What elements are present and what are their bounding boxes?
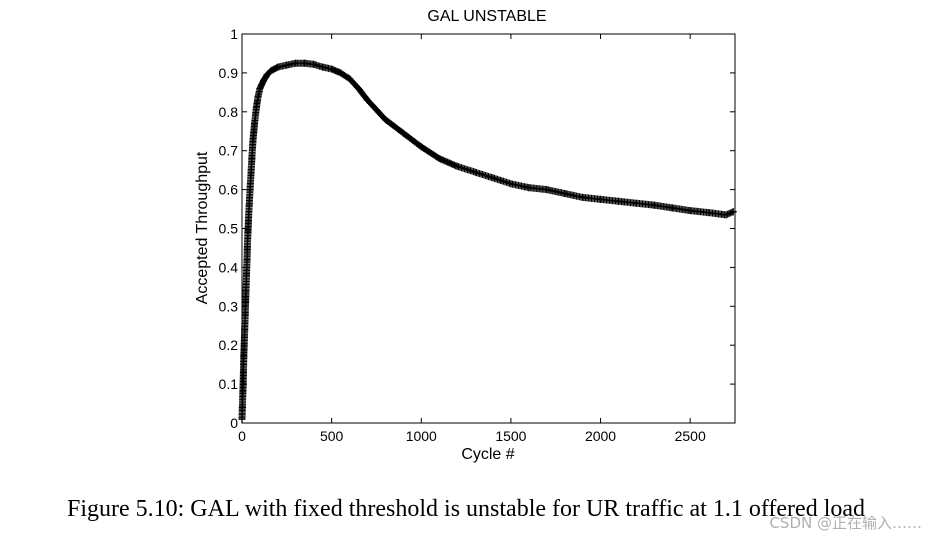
data-series xyxy=(238,59,737,423)
y-tick-label: 0.7 xyxy=(219,143,239,159)
data-point xyxy=(239,368,247,376)
data-point xyxy=(243,256,251,264)
x-tick-label: 2500 xyxy=(675,428,706,444)
data-point xyxy=(252,104,260,112)
data-point xyxy=(292,59,300,67)
chart: GAL UNSTABLE 0 500 1000 1500 2000 2500 0 0.1 0.2… xyxy=(194,8,737,463)
data-point xyxy=(247,170,255,178)
data-point xyxy=(319,63,327,71)
y-tick-label: 0.9 xyxy=(219,65,239,81)
data-point xyxy=(256,84,264,92)
data-point xyxy=(399,129,407,137)
data-point xyxy=(238,415,246,423)
data-point xyxy=(668,204,676,212)
data-point xyxy=(543,186,551,194)
x-tick-label: 1500 xyxy=(495,428,526,444)
y-tick-label: 0.5 xyxy=(219,221,239,237)
data-point xyxy=(238,403,246,411)
data-point xyxy=(248,154,256,162)
data-point xyxy=(310,60,318,68)
data-point xyxy=(355,84,363,92)
x-axis-label: Cycle # xyxy=(461,446,514,463)
tick-layer: 0 500 1000 1500 2000 2500 0 0.1 0.2 0.3 0.4 0.5 0.6 0… xyxy=(219,26,735,444)
data-point xyxy=(270,65,278,73)
y-tick-label: 0 xyxy=(230,415,238,431)
y-tick-label: 0.6 xyxy=(219,182,239,198)
data-point xyxy=(632,199,640,207)
data-point xyxy=(242,287,250,295)
data-point xyxy=(263,71,271,79)
x-tick-label: 2000 xyxy=(585,428,616,444)
data-point xyxy=(579,193,587,201)
y-tick-label: 1 xyxy=(230,26,238,42)
figure-caption: Figure 5.10: GAL with fixed threshold is… xyxy=(66,496,866,522)
y-tick-label: 0.8 xyxy=(219,104,239,120)
data-point xyxy=(251,119,259,127)
data-point xyxy=(249,139,257,147)
x-tick-label: 1000 xyxy=(406,428,437,444)
data-point xyxy=(363,96,371,104)
data-point xyxy=(650,201,658,209)
data-point xyxy=(242,271,250,279)
data-point xyxy=(597,195,605,203)
data-point xyxy=(283,61,291,69)
y-tick-label: 0.1 xyxy=(219,376,239,392)
data-point xyxy=(722,211,730,219)
y-tick-label: 0.4 xyxy=(219,259,239,275)
data-point xyxy=(243,244,251,252)
data-point xyxy=(267,67,275,75)
watermark: CSDN @正在输入…… xyxy=(769,514,922,532)
data-point xyxy=(489,174,497,182)
data-point xyxy=(246,186,254,194)
data-point xyxy=(561,189,569,197)
data-point xyxy=(254,92,262,100)
data-point xyxy=(241,310,249,318)
y-tick-label: 0.2 xyxy=(219,337,239,353)
data-point xyxy=(245,201,253,209)
y-axis-label: Accepted Throughput xyxy=(194,151,211,304)
data-point xyxy=(381,116,389,124)
data-point xyxy=(337,69,345,77)
data-point xyxy=(328,65,336,73)
series-marker-trail xyxy=(238,59,737,423)
data-point xyxy=(729,208,737,216)
x-tick-label: 500 xyxy=(320,428,344,444)
plot-frame xyxy=(241,33,736,424)
data-point xyxy=(525,184,533,192)
data-point xyxy=(435,154,443,162)
y-tick-label: 0.3 xyxy=(219,298,239,314)
data-point xyxy=(239,388,247,396)
data-point xyxy=(417,143,425,151)
data-point xyxy=(301,59,309,67)
data-point xyxy=(260,77,268,85)
data-point xyxy=(614,197,622,205)
data-point xyxy=(242,298,250,306)
data-point xyxy=(346,75,354,83)
x-tick-label: 0 xyxy=(238,428,246,444)
data-point xyxy=(372,106,380,114)
data-point xyxy=(704,209,712,217)
data-point xyxy=(453,162,461,170)
data-point xyxy=(471,168,479,176)
data-point xyxy=(507,180,515,188)
data-point xyxy=(244,217,252,225)
chart-title: GAL UNSTABLE xyxy=(427,8,546,25)
data-point xyxy=(241,326,249,334)
data-point xyxy=(240,341,248,349)
data-point xyxy=(240,353,248,361)
data-point xyxy=(244,228,252,236)
data-point xyxy=(274,63,282,71)
data-point xyxy=(686,207,694,215)
